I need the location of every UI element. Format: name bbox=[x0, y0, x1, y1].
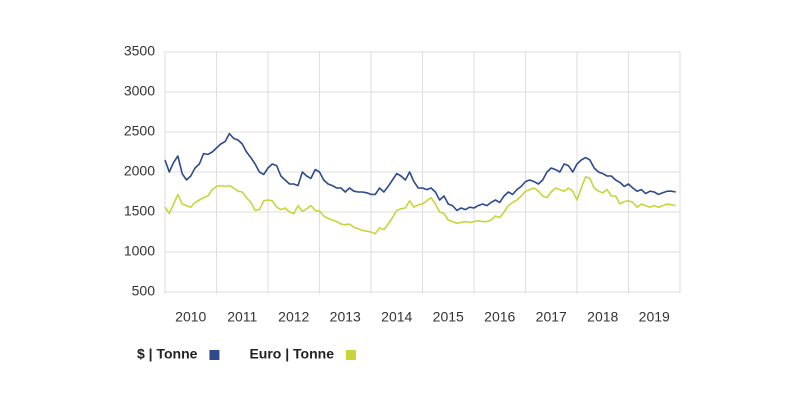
y-tick-label: 2000 bbox=[124, 163, 155, 179]
legend-swatch bbox=[345, 350, 356, 360]
y-tick-label: 3500 bbox=[124, 43, 155, 59]
x-tick-label: 2010 bbox=[175, 309, 206, 325]
x-tick-label: 2015 bbox=[433, 309, 464, 325]
x-tick-label: 2017 bbox=[536, 309, 567, 325]
y-tick-label: 2500 bbox=[124, 123, 155, 139]
y-tick-label: 500 bbox=[132, 283, 156, 299]
x-tick-label: 2019 bbox=[639, 309, 670, 325]
x-tick-label: 2013 bbox=[330, 309, 361, 325]
x-tick-label: 2014 bbox=[381, 309, 412, 325]
legend-label: Euro | Tonne bbox=[249, 346, 334, 362]
x-tick-label: 2016 bbox=[484, 309, 515, 325]
x-tick-label: 2012 bbox=[278, 309, 309, 325]
series-line bbox=[164, 176, 676, 235]
legend-swatch bbox=[209, 350, 220, 360]
y-tick-label: 1000 bbox=[124, 243, 155, 259]
y-tick-label: 3000 bbox=[124, 83, 155, 99]
series-line bbox=[164, 132, 676, 212]
y-tick-label: 1500 bbox=[124, 203, 155, 219]
x-tick-label: 2018 bbox=[587, 309, 618, 325]
x-tick-label: 2011 bbox=[227, 309, 257, 325]
legend-label: $ | Tonne bbox=[137, 346, 198, 362]
